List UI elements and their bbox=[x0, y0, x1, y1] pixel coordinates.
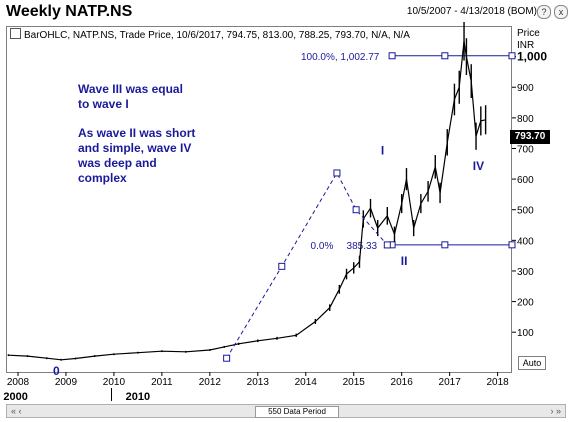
x-tick-label: 2016 bbox=[391, 377, 414, 388]
legend-line: BarOHLC, NATP.NS, Trade Price, 10/6/2017… bbox=[10, 28, 410, 41]
y-tick-label: 100 bbox=[517, 328, 534, 339]
projection-handle bbox=[333, 169, 341, 177]
date-range: 10/5/2007 - 4/13/2018 (BOM) bbox=[406, 6, 537, 17]
annotation-line: As wave II was short bbox=[78, 126, 196, 140]
y-axis-title: Price bbox=[517, 28, 540, 39]
level-handle bbox=[441, 52, 449, 60]
chart-settings-icon[interactable] bbox=[10, 28, 21, 39]
level-handle bbox=[508, 52, 516, 60]
wave-projection-line bbox=[226, 171, 388, 359]
decade-label: 2010 bbox=[126, 391, 150, 403]
annotation-wave3: Wave III was equal to wave I bbox=[78, 82, 183, 112]
annotation-line: was deep and bbox=[78, 156, 157, 170]
data-period-label[interactable]: 550 Data Period bbox=[255, 406, 339, 418]
annotation-wave4: As wave II was short and simple, wave IV… bbox=[78, 126, 195, 186]
level-value-label: 385.33 bbox=[347, 241, 378, 252]
wave-label: IV bbox=[473, 159, 484, 173]
title-bar: Weekly NATP.NS 10/5/2007 - 4/13/2018 (BO… bbox=[0, 0, 572, 24]
annotation-line: complex bbox=[78, 171, 127, 185]
scroll-left-icon[interactable]: « ‹ bbox=[11, 406, 22, 416]
x-tick-label: 2011 bbox=[151, 377, 173, 388]
x-tick-label: 2012 bbox=[199, 377, 222, 388]
x-tick-label: 2013 bbox=[247, 377, 270, 388]
x-tick-label: 2015 bbox=[343, 377, 366, 388]
x-tick-label: 2017 bbox=[439, 377, 462, 388]
y-tick-label: 300 bbox=[517, 267, 534, 278]
y-tick-label: 400 bbox=[517, 236, 534, 247]
auto-scale-button[interactable]: Auto bbox=[518, 356, 546, 370]
annotation-line: Wave III was equal bbox=[78, 82, 183, 96]
x-tick-label: 2010 bbox=[103, 377, 126, 388]
level-label: 100.0%, 1,002.77 bbox=[301, 52, 380, 63]
level-handle bbox=[508, 241, 516, 249]
wave-label: I bbox=[381, 144, 384, 158]
level-handle bbox=[441, 241, 449, 249]
y-tick-label: 600 bbox=[517, 175, 534, 186]
y-tick-label: 800 bbox=[517, 114, 534, 125]
y-tick-label: 500 bbox=[517, 206, 534, 217]
x-tick-label: 2008 bbox=[7, 377, 30, 388]
y-tick-label: 200 bbox=[517, 298, 534, 309]
x-tick-label: 2018 bbox=[486, 377, 509, 388]
projection-handle bbox=[223, 354, 231, 362]
annotation-line: and simple, wave IV bbox=[78, 141, 192, 155]
wave-label: 0 bbox=[53, 364, 60, 378]
projection-handle bbox=[383, 241, 391, 249]
projection-handle bbox=[278, 262, 286, 270]
y-tick-label: 900 bbox=[517, 83, 534, 94]
help-icon[interactable]: ? bbox=[537, 5, 551, 19]
y-tick-label: 700 bbox=[517, 144, 534, 155]
x-tick-label: 2009 bbox=[55, 377, 78, 388]
level-label: 0.0% bbox=[311, 241, 334, 252]
scroll-right-icon[interactable]: › » bbox=[550, 406, 561, 416]
wave-label: II bbox=[401, 254, 408, 268]
y-axis-unit: INR bbox=[517, 40, 535, 51]
annotation-line: to wave I bbox=[78, 97, 129, 111]
last-price-badge: 793.70 bbox=[510, 130, 550, 144]
legend-text: BarOHLC, NATP.NS, Trade Price, 10/6/2017… bbox=[24, 30, 410, 41]
chart-title: Weekly NATP.NS bbox=[6, 3, 133, 20]
decade-label: 2000 bbox=[3, 391, 27, 403]
x-tick-label: 2014 bbox=[295, 377, 318, 388]
projection-handle bbox=[352, 206, 360, 214]
scroll-bar[interactable]: « ‹ 550 Data Period › » bbox=[6, 404, 566, 418]
y-tick-label: 1,000 bbox=[517, 50, 547, 64]
close-icon[interactable]: x bbox=[554, 5, 568, 19]
level-handle bbox=[388, 52, 396, 60]
